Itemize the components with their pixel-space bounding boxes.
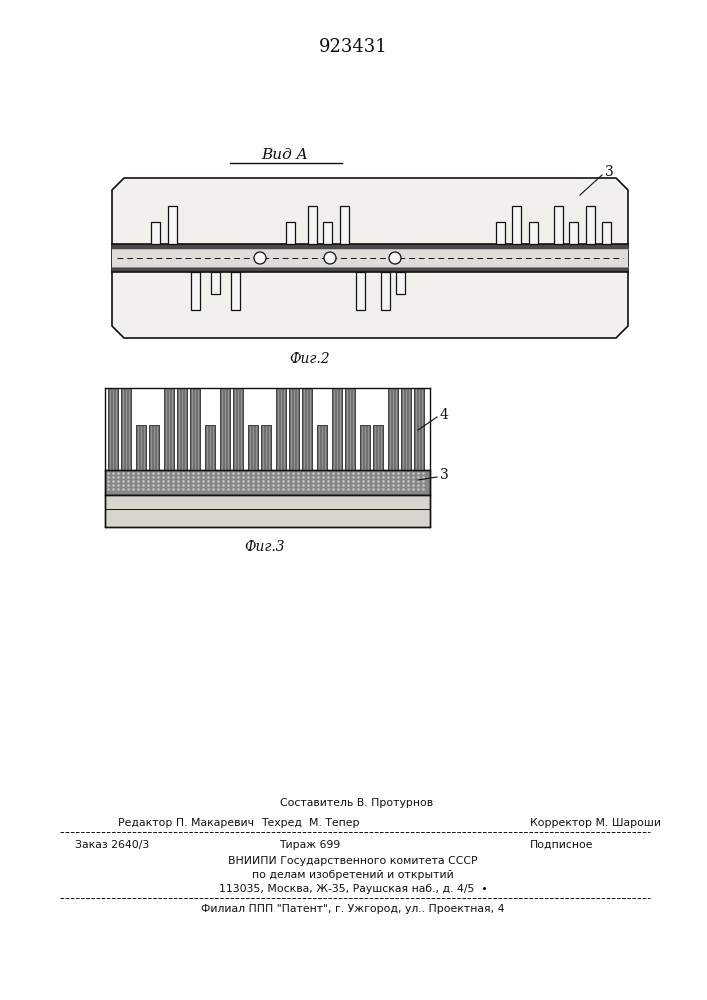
Circle shape <box>324 252 336 264</box>
Bar <box>112 267 628 272</box>
Text: ВНИИПИ Государственного комитета СССР: ВНИИПИ Государственного комитета СССР <box>228 856 478 866</box>
Text: Корректор М. Шароши: Корректор М. Шароши <box>530 818 661 828</box>
Bar <box>289 388 299 470</box>
Bar <box>177 388 187 470</box>
Bar <box>286 222 295 244</box>
Text: Вид A: Вид A <box>262 148 308 162</box>
Bar <box>373 425 383 470</box>
Bar <box>231 272 240 310</box>
Text: 3: 3 <box>440 468 449 482</box>
Bar <box>414 388 424 470</box>
Bar <box>401 388 411 470</box>
Bar <box>105 495 430 527</box>
Bar <box>136 425 146 470</box>
Text: Заказ 2640/3: Заказ 2640/3 <box>75 840 149 850</box>
Bar <box>168 206 177 244</box>
Text: Техред  М. Тепер: Техред М. Тепер <box>261 818 359 828</box>
Bar <box>302 388 312 470</box>
Bar <box>164 388 174 470</box>
Bar <box>220 388 230 470</box>
Bar <box>233 388 243 470</box>
Bar <box>248 425 258 470</box>
Bar <box>323 222 332 244</box>
Bar <box>340 206 349 244</box>
Text: Составитель В. Протурнов: Составитель В. Протурнов <box>273 798 433 808</box>
Bar <box>121 388 131 470</box>
Bar <box>356 272 365 310</box>
Bar <box>345 388 355 470</box>
Bar <box>360 425 370 470</box>
Text: Филиал ППП "Патент", г. Ужгород, ул.. Проектная, 4: Филиал ППП "Патент", г. Ужгород, ул.. Пр… <box>201 904 505 914</box>
Text: 3: 3 <box>605 165 614 179</box>
Bar <box>211 272 220 294</box>
Bar <box>317 425 327 470</box>
Text: по делам изобретений и открытий: по делам изобретений и открытий <box>252 870 454 880</box>
Text: Редактор П. Макаревич: Редактор П. Макаревич <box>118 818 254 828</box>
Bar <box>496 222 505 244</box>
Polygon shape <box>112 178 628 338</box>
Bar <box>332 388 342 470</box>
Text: Тираж 699: Тираж 699 <box>279 840 341 850</box>
Text: Фиг.2: Фиг.2 <box>290 352 330 366</box>
Bar <box>105 470 430 495</box>
Bar <box>112 244 628 272</box>
Bar <box>586 206 595 244</box>
Bar <box>512 206 521 244</box>
Bar <box>308 206 317 244</box>
Text: 923431: 923431 <box>319 38 387 56</box>
Bar <box>569 222 578 244</box>
Bar <box>396 272 405 294</box>
Bar <box>381 272 390 310</box>
Bar <box>108 388 118 470</box>
Bar <box>276 388 286 470</box>
Bar <box>602 222 611 244</box>
Bar <box>112 244 628 249</box>
Text: Фиг.3: Фиг.3 <box>245 540 286 554</box>
Bar <box>190 388 200 470</box>
Text: Подписное: Подписное <box>530 840 593 850</box>
Bar <box>205 425 215 470</box>
Text: 113035, Москва, Ж-35, Раушская наб., д. 4/5  •: 113035, Москва, Ж-35, Раушская наб., д. … <box>218 884 487 894</box>
Circle shape <box>254 252 266 264</box>
Bar <box>151 222 160 244</box>
Bar <box>261 425 271 470</box>
Bar <box>388 388 398 470</box>
Bar <box>191 272 200 310</box>
Circle shape <box>389 252 401 264</box>
Text: 4: 4 <box>440 408 449 422</box>
Bar <box>554 206 563 244</box>
Bar <box>149 425 159 470</box>
Bar <box>529 222 538 244</box>
